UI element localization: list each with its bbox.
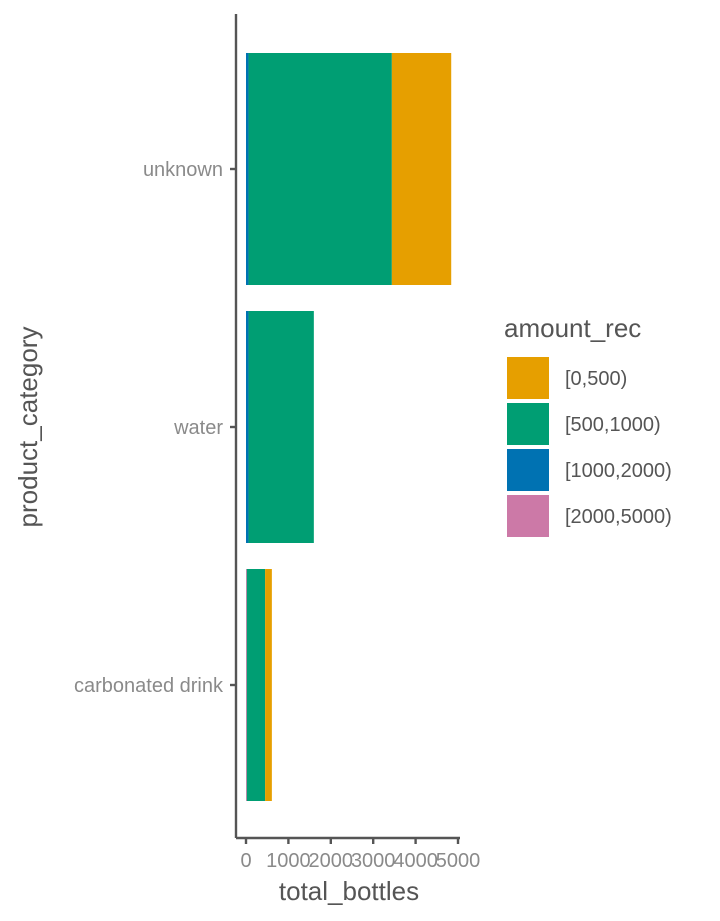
x-tick-label: 5000 [436, 850, 481, 872]
y-axis-title: product_category [13, 327, 43, 528]
x-tick-label: 1000 [266, 850, 311, 872]
bar-water-series-1 [246, 311, 249, 543]
legend-key [507, 403, 549, 445]
x-tick-label: 0 [240, 850, 251, 872]
bars-group [246, 53, 452, 801]
bar-unknown-series-3 [391, 53, 452, 285]
bar-water-series-2 [248, 311, 314, 543]
x-tick-label: 4000 [393, 850, 438, 872]
bar-unknown-series-2 [248, 53, 392, 285]
y-tick-label: unknown [143, 159, 223, 181]
legend-label: [2000,5000) [565, 506, 672, 528]
y-axis: unknown water carbonated drink [74, 14, 238, 838]
legend-label: [500,1000) [565, 414, 661, 436]
bar-carbonated-drink-series-0 [246, 569, 247, 801]
x-tick-label: 3000 [351, 850, 396, 872]
y-tick-label: water [173, 417, 223, 439]
x-tick-label: 2000 [309, 850, 354, 872]
legend-key [507, 449, 549, 491]
legend-label: [1000,2000) [565, 460, 672, 482]
legend-label: [0,500) [565, 368, 627, 390]
y-tick-label: carbonated drink [74, 675, 224, 697]
bar-unknown-series-1 [246, 53, 249, 285]
legend: amount_rec [0,500) [500,1000) [1000,2000) [… [504, 313, 672, 537]
bar-carbonated-drink-series-2 [246, 569, 266, 801]
legend-title: amount_rec [504, 313, 641, 343]
bar-carbonated-drink-series-3 [265, 569, 272, 801]
x-axis-title: total_bottles [279, 876, 419, 906]
legend-key [507, 495, 549, 537]
legend-key [507, 357, 549, 399]
